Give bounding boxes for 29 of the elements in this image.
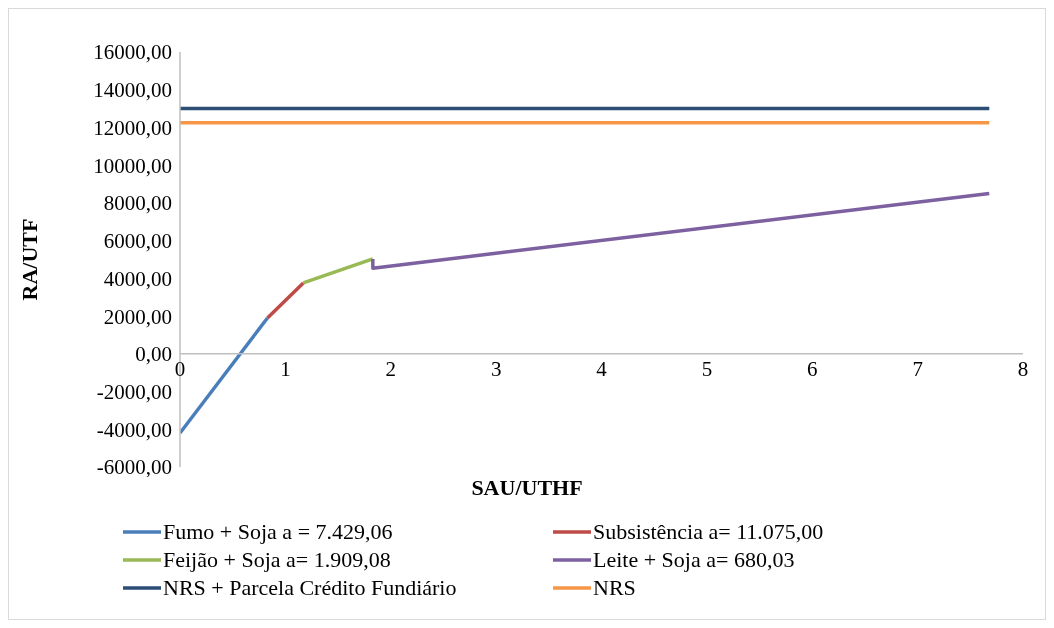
x-tick-label: 8 xyxy=(1017,356,1029,381)
y-tick-label: -6000,00 xyxy=(96,455,172,480)
x-tick-label: 5 xyxy=(701,356,713,381)
x-tick-label: 7 xyxy=(912,356,923,381)
y-tick-label: 10000,00 xyxy=(93,153,172,178)
legend-label: NRS + Parcela Crédito Fundiário xyxy=(163,575,457,601)
x-axis-title: SAU/UTHF xyxy=(471,475,583,500)
legend-label: Subsistência a= 11.075,00 xyxy=(593,519,824,545)
y-tick-label: 8000,00 xyxy=(103,191,172,216)
y-tick-label: 12000,00 xyxy=(93,115,172,140)
x-tick-label: 2 xyxy=(385,356,396,381)
y-tick-label: 4000,00 xyxy=(103,266,172,291)
x-tick-label: 0 xyxy=(174,356,186,381)
legend-label: Fumo + Soja a = 7.429,06 xyxy=(163,519,393,545)
y-tick-label: 2000,00 xyxy=(103,304,172,329)
y-tick-label: 16000,00 xyxy=(93,40,172,65)
x-tick-label: 4 xyxy=(596,356,608,381)
x-tick-label: 1 xyxy=(280,356,291,381)
legend-label: Feijão + Soja a= 1.909,08 xyxy=(163,547,391,573)
x-tick-label: 3 xyxy=(490,356,502,381)
legend-label: NRS xyxy=(593,575,636,601)
y-axis-title: RA/UTF xyxy=(16,218,42,301)
y-tick-label: 0,00 xyxy=(135,342,172,367)
y-tick-label: -4000,00 xyxy=(96,417,172,442)
y-tick-label: -2000,00 xyxy=(96,380,172,404)
x-tick-label: 6 xyxy=(807,356,818,381)
y-tick-label: 6000,00 xyxy=(103,229,172,254)
legend-label: Leite + Soja a= 680,03 xyxy=(593,547,795,573)
y-tick-label: 14000,00 xyxy=(93,78,172,103)
